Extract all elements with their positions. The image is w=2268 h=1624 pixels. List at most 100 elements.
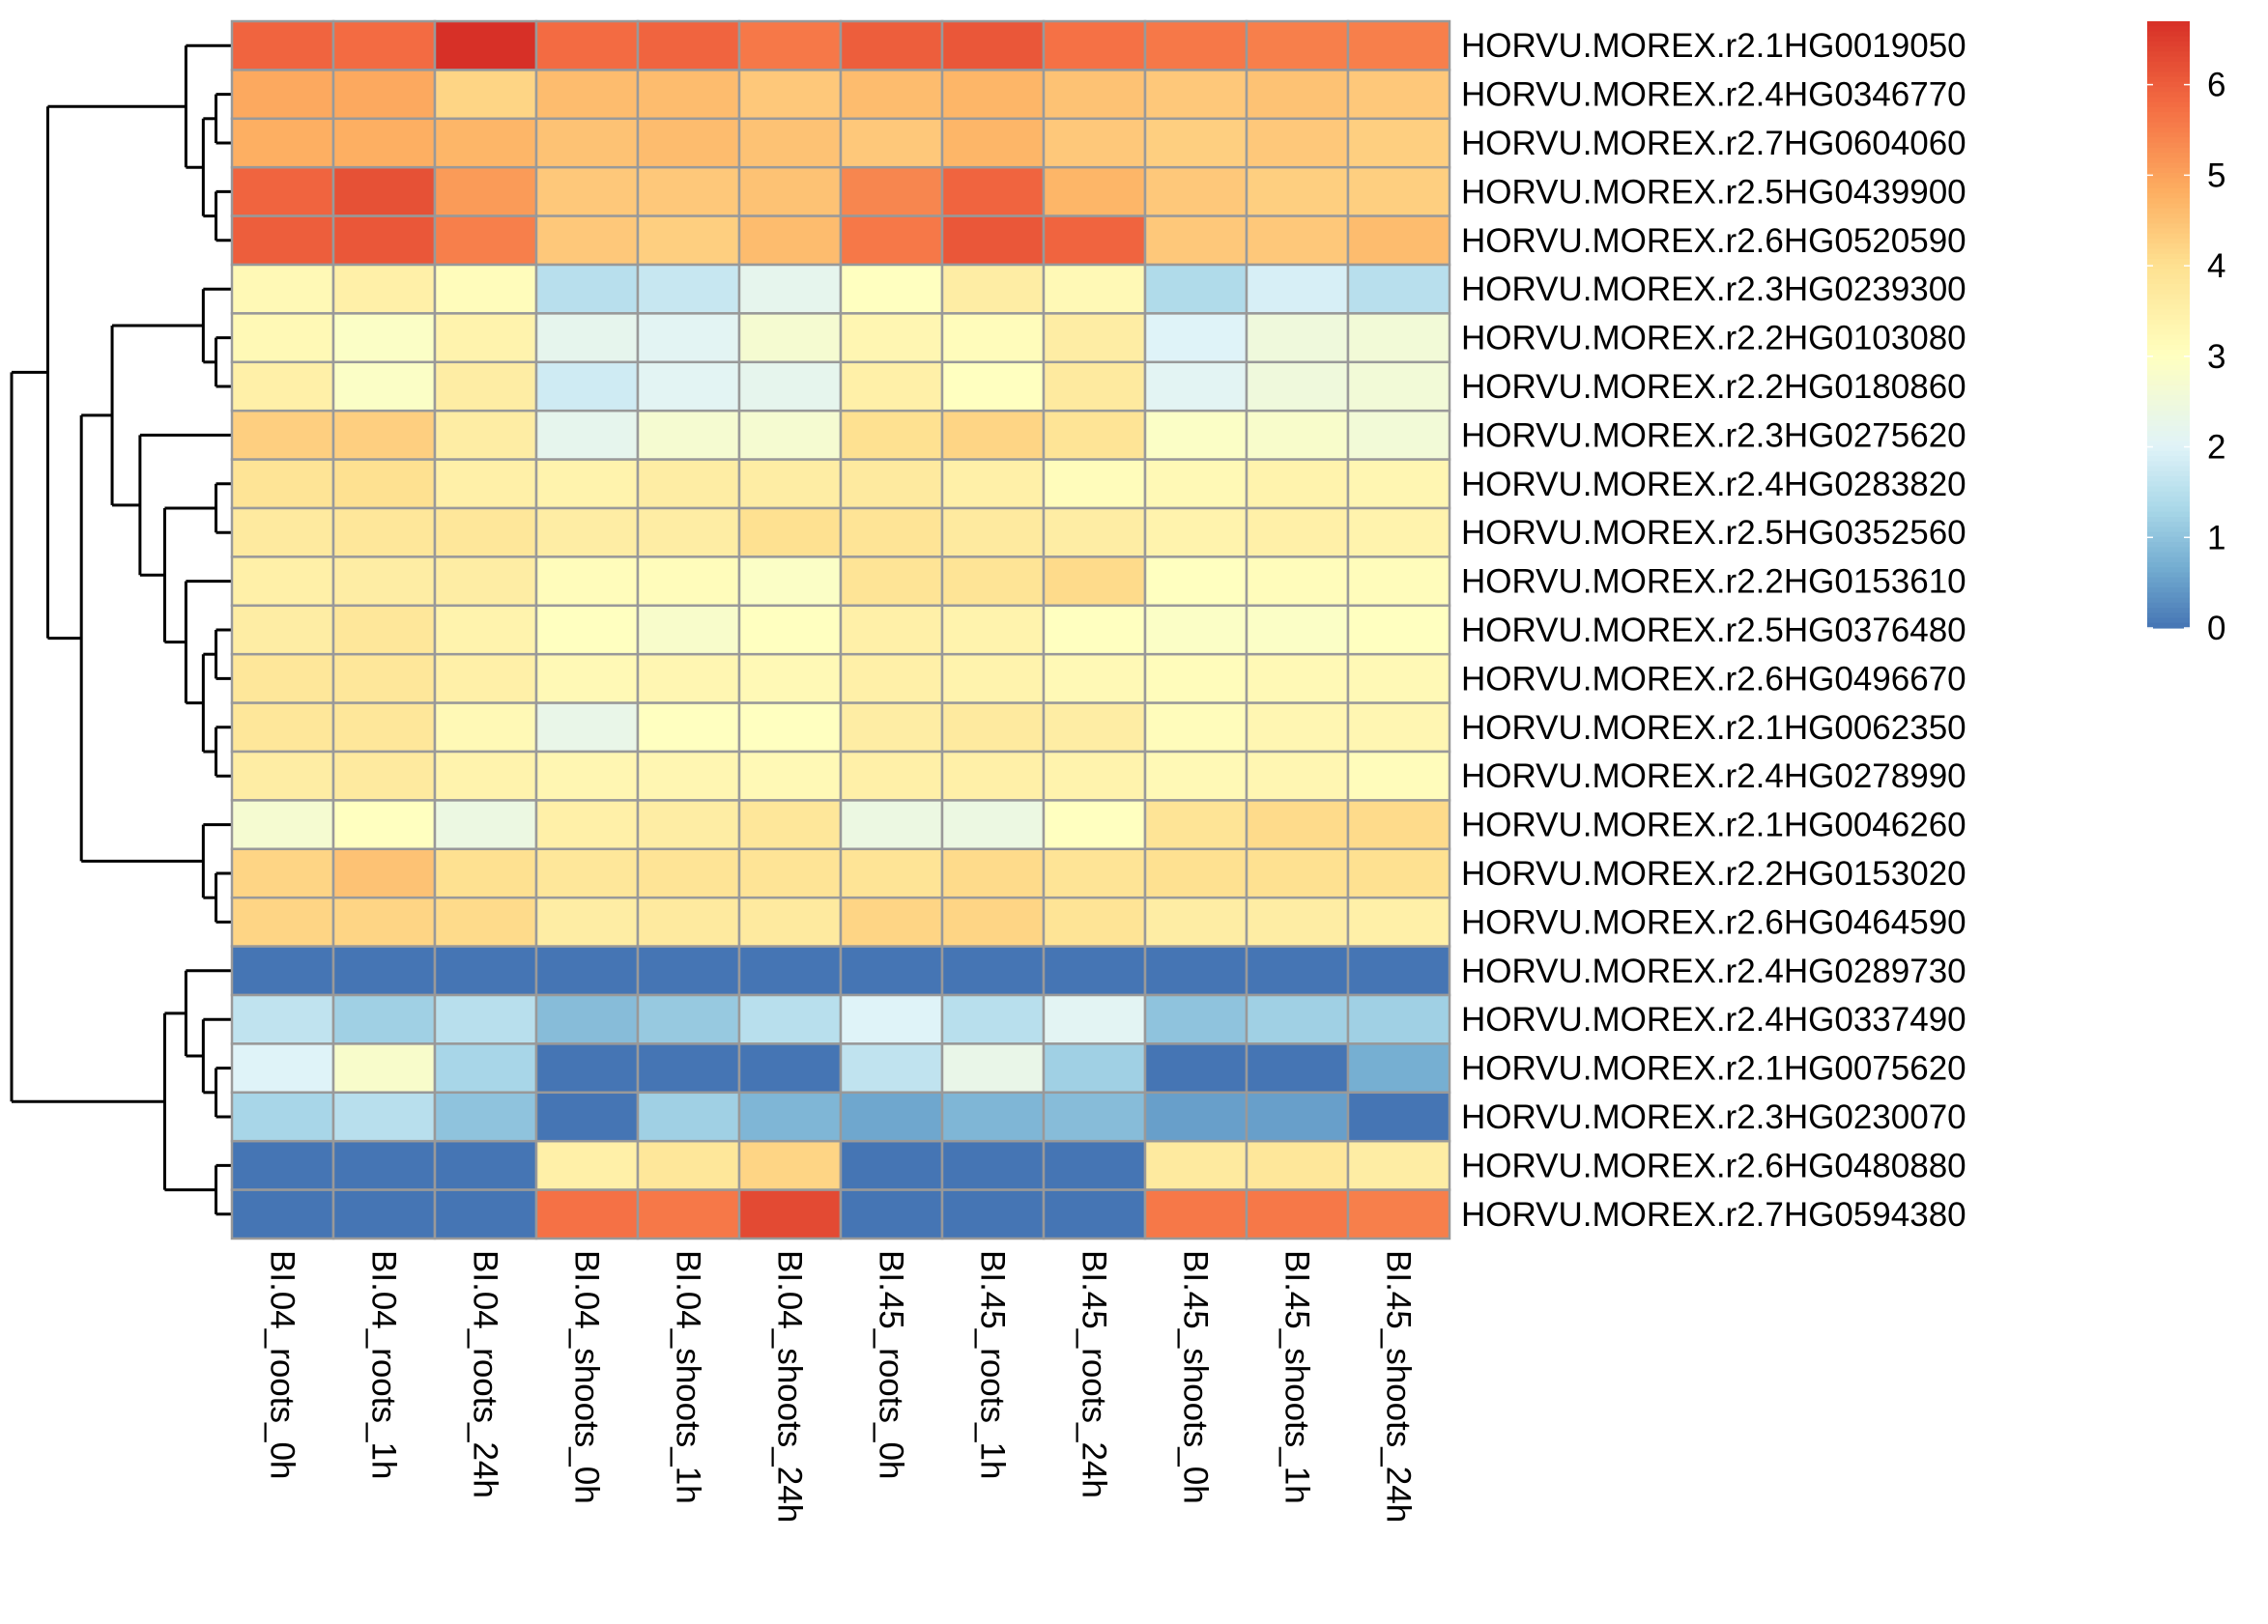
heatmap-cell bbox=[737, 1042, 843, 1095]
heatmap-cell bbox=[1245, 69, 1350, 121]
colorbar-segment bbox=[2147, 178, 2190, 185]
heatmap-cell bbox=[839, 750, 944, 802]
heatmap-cell bbox=[1143, 117, 1249, 169]
colorbar-segment bbox=[2147, 491, 2190, 498]
heatmap-cell bbox=[433, 604, 538, 656]
heatmap-cell bbox=[737, 556, 843, 608]
heatmap-cell bbox=[737, 506, 843, 558]
heatmap-cell bbox=[839, 506, 944, 558]
heatmap-cell bbox=[1042, 701, 1147, 754]
heatmap-cell bbox=[1346, 945, 1451, 997]
heatmap-cell bbox=[839, 799, 944, 851]
colorbar-tick-label: 5 bbox=[2207, 157, 2225, 194]
column-label: BI.45_roots_24h bbox=[1076, 1250, 1113, 1498]
column-label: BI.45_shoots_24h bbox=[1380, 1250, 1418, 1523]
heatmap-cell bbox=[230, 993, 335, 1045]
colorbar-segment bbox=[2147, 622, 2190, 629]
heatmap-cell bbox=[1042, 360, 1147, 413]
heatmap-cell bbox=[839, 165, 944, 217]
heatmap-cell bbox=[737, 19, 843, 71]
heatmap-cell bbox=[839, 896, 944, 948]
heatmap-cell bbox=[331, 312, 437, 364]
heatmap-cell bbox=[1245, 896, 1350, 948]
heatmap-cell bbox=[1143, 1139, 1249, 1191]
heatmap-cell bbox=[839, 312, 944, 364]
heatmap-cell bbox=[230, 1091, 335, 1143]
colorbar-segment bbox=[2147, 76, 2190, 83]
heatmap-cell bbox=[230, 263, 335, 315]
colorbar-segment bbox=[2147, 101, 2190, 108]
heatmap-cell bbox=[433, 701, 538, 754]
heatmap-cell bbox=[1245, 604, 1350, 656]
heatmap-cell bbox=[534, 556, 640, 608]
heatmap-cell bbox=[1346, 556, 1451, 608]
colorbar-segment bbox=[2147, 561, 2190, 568]
heatmap-cell bbox=[1143, 458, 1249, 510]
heatmap-cell bbox=[839, 1042, 944, 1095]
heatmap-cell bbox=[1245, 847, 1350, 899]
heatmap-cell bbox=[433, 1091, 538, 1143]
heatmap-cell bbox=[534, 750, 640, 802]
colorbar-segment bbox=[2147, 127, 2190, 133]
heatmap-cell bbox=[433, 1139, 538, 1191]
colorbar-segment bbox=[2147, 436, 2190, 442]
heatmap-cell bbox=[1042, 214, 1147, 267]
colorbar-segment bbox=[2147, 536, 2190, 543]
heatmap-cell bbox=[230, 945, 335, 997]
heatmap-cell bbox=[331, 896, 437, 948]
heatmap-cell bbox=[1042, 117, 1147, 169]
colorbar-segment bbox=[2147, 608, 2190, 613]
heatmap-cell bbox=[230, 604, 335, 656]
colorbar-tick-label: 3 bbox=[2207, 338, 2225, 376]
colorbar-segment bbox=[2147, 572, 2190, 579]
colorbar-segment bbox=[2147, 284, 2190, 290]
heatmap-cell bbox=[1042, 69, 1147, 121]
colorbar-segment bbox=[2147, 400, 2190, 407]
heatmap-cell bbox=[230, 360, 335, 413]
heatmap-cell bbox=[1245, 701, 1350, 754]
colorbar-segment bbox=[2147, 208, 2190, 214]
heatmap-cell bbox=[1346, 604, 1451, 656]
row-label: HORVU.MOREX.r2.2HG0153610 bbox=[1461, 563, 1967, 601]
heatmap-cell bbox=[331, 847, 437, 899]
heatmap-cell bbox=[940, 458, 1046, 510]
heatmap-cell bbox=[331, 19, 437, 71]
colorbar-segment bbox=[2147, 122, 2190, 128]
row-label: HORVU.MOREX.r2.2HG0103080 bbox=[1461, 320, 1967, 357]
heatmap-cell bbox=[1042, 458, 1147, 510]
colorbar-segment bbox=[2147, 142, 2190, 149]
row-label: HORVU.MOREX.r2.6HG0464590 bbox=[1461, 903, 1967, 941]
colorbar-tick-label: 1 bbox=[2207, 519, 2225, 556]
heatmap-cell bbox=[737, 165, 843, 217]
heatmap-cells bbox=[230, 19, 1451, 1240]
heatmap-cell bbox=[1143, 799, 1249, 851]
heatmap-cell bbox=[1042, 312, 1147, 364]
colorbar-segment bbox=[2147, 67, 2190, 72]
colorbar-segment bbox=[2147, 269, 2190, 275]
colorbar-segment bbox=[2147, 162, 2190, 169]
colorbar-segment bbox=[2147, 299, 2190, 305]
heatmap-cell bbox=[940, 847, 1046, 899]
colorbar-segment bbox=[2147, 450, 2190, 457]
heatmap-cell bbox=[636, 360, 741, 413]
heatmap-cell bbox=[331, 993, 437, 1045]
heatmap-cell bbox=[331, 360, 437, 413]
heatmap-cell bbox=[737, 458, 843, 510]
heatmap-cell bbox=[1245, 19, 1350, 71]
row-label: HORVU.MOREX.r2.2HG0153020 bbox=[1461, 855, 1967, 893]
heatmap-cell bbox=[433, 506, 538, 558]
colorbar-segment bbox=[2147, 395, 2190, 402]
colorbar-segment bbox=[2147, 597, 2190, 604]
colorbar-segment bbox=[2147, 470, 2190, 477]
row-label: HORVU.MOREX.r2.3HG0275620 bbox=[1461, 416, 1967, 454]
colorbar-segment bbox=[2147, 233, 2190, 240]
heatmap-cell bbox=[636, 1042, 741, 1095]
colorbar-segment bbox=[2147, 157, 2190, 164]
heatmap-cell bbox=[737, 69, 843, 121]
colorbar-segment bbox=[2147, 334, 2190, 341]
heatmap-cell bbox=[940, 556, 1046, 608]
heatmap-cell bbox=[534, 604, 640, 656]
colorbar-segment bbox=[2147, 329, 2190, 336]
colorbar-segment bbox=[2147, 223, 2190, 230]
colorbar-segment bbox=[2147, 547, 2190, 554]
